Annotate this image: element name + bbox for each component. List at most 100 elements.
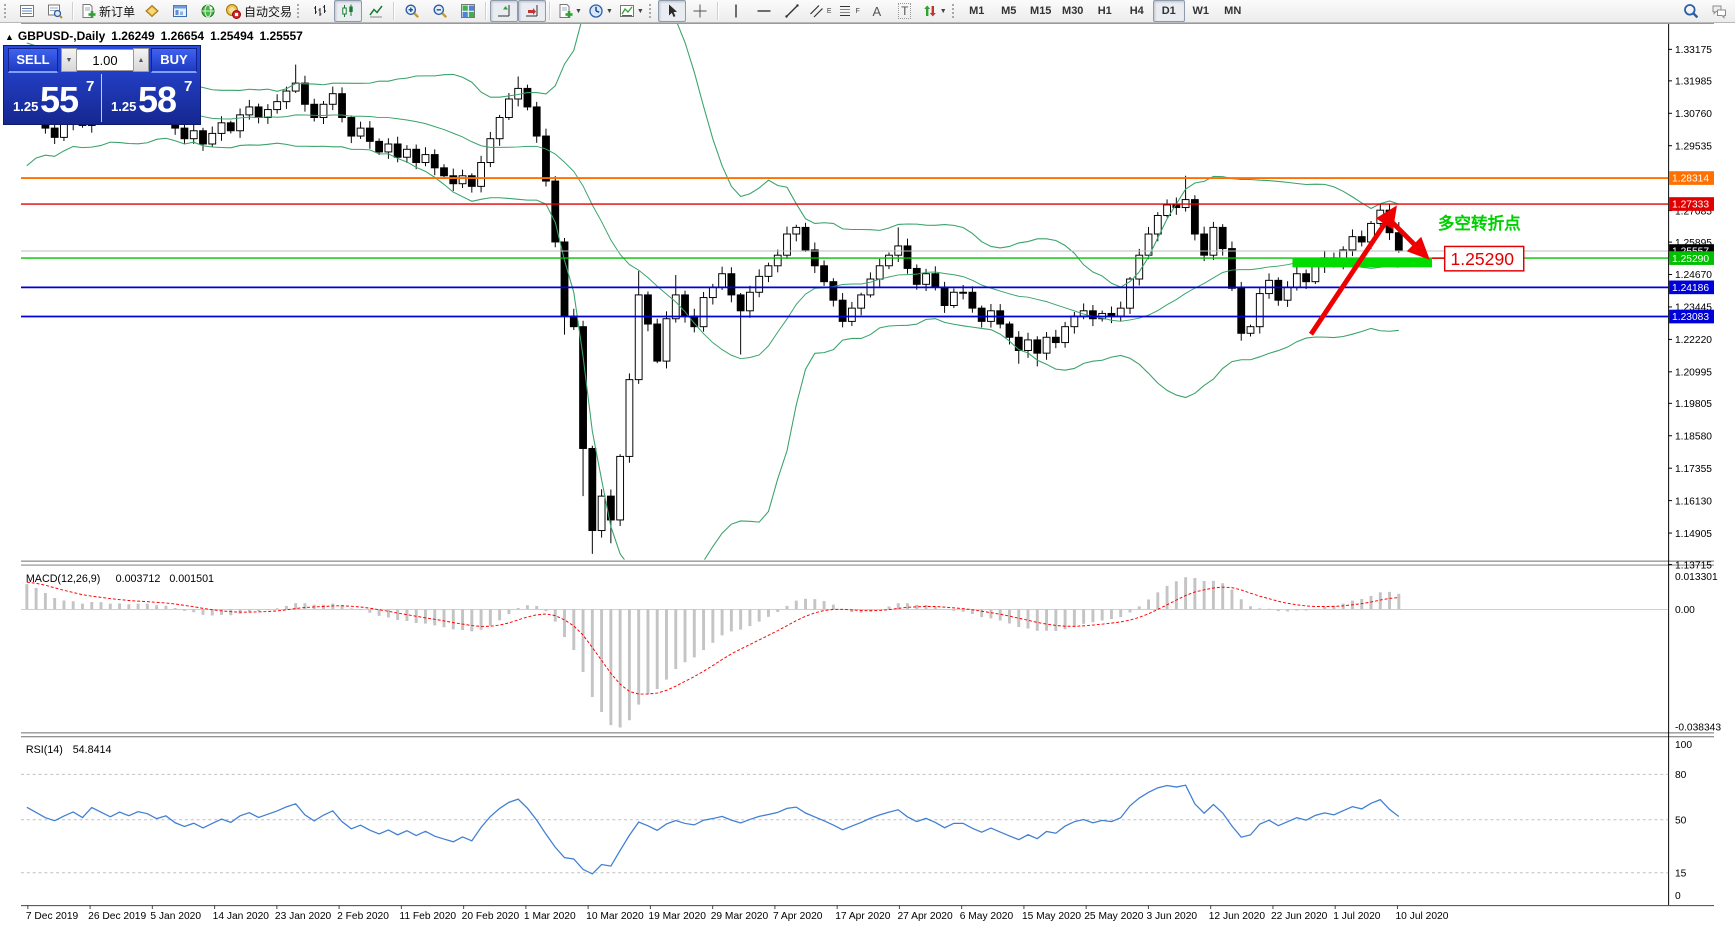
- tf-h4-button[interactable]: H4: [1129, 5, 1144, 17]
- sell-button[interactable]: SELL: [8, 47, 58, 73]
- trendline-button[interactable]: [778, 0, 806, 22]
- candle-body: [384, 143, 393, 153]
- y-tick-label: 1.14905: [1675, 529, 1712, 540]
- vertical-line-button[interactable]: [722, 0, 750, 22]
- crosshair-button[interactable]: [686, 0, 714, 22]
- indicators-button[interactable]: ▼: [554, 0, 585, 22]
- candle-body: [671, 294, 680, 320]
- rsi-line: [26, 784, 1400, 875]
- label-button[interactable]: T: [891, 0, 919, 22]
- arrows-button[interactable]: ▼: [919, 0, 950, 22]
- volume-input[interactable]: [77, 49, 133, 71]
- cursor-button[interactable]: [657, 0, 686, 22]
- volume-up-button[interactable]: ▲: [133, 48, 149, 72]
- candle-body: [922, 273, 930, 285]
- trend-arrow-2[interactable]: [1387, 217, 1430, 260]
- candle-body: [616, 455, 625, 521]
- tf-m30-button[interactable]: M30: [1062, 5, 1084, 17]
- buy-price-area[interactable]: 1.25 58 7: [101, 74, 199, 122]
- candle-body: [959, 291, 968, 294]
- symbol-collapse-icon[interactable]: ▲: [5, 32, 14, 42]
- candle-body: [773, 254, 782, 267]
- buy-button[interactable]: BUY: [151, 47, 197, 73]
- candle-body: [1144, 233, 1153, 256]
- candle-body: [226, 122, 235, 132]
- bollinger-lower-band[interactable]: [26, 137, 1399, 585]
- bollinger-middle-band[interactable]: [26, 96, 1399, 360]
- chart-list-button[interactable]: [13, 0, 41, 22]
- horizontal-line-button[interactable]: [750, 0, 778, 22]
- tf-m5-button[interactable]: M5: [1001, 5, 1017, 17]
- y-tick-label: 1.24670: [1675, 270, 1712, 281]
- tf-h1-button[interactable]: H1: [1097, 5, 1112, 17]
- toolbar-grip[interactable]: [297, 4, 302, 18]
- tf-d1-button[interactable]: D1: [1152, 0, 1185, 22]
- navigator-button[interactable]: [166, 0, 194, 22]
- x-tick-label: 17 Apr 2020: [835, 911, 891, 922]
- rsi-axis-label: 15: [1675, 868, 1687, 879]
- price-label-text: 1.23083: [1672, 312, 1709, 323]
- ohlc-high: 1.26654: [160, 29, 205, 43]
- market-watch-button[interactable]: [138, 0, 166, 22]
- x-tick-label: 20 Feb 2020: [462, 911, 520, 922]
- y-tick-label: 1.33175: [1675, 45, 1712, 56]
- volume-down-button[interactable]: ▼: [61, 48, 77, 72]
- fibonacci-button[interactable]: F: [835, 0, 863, 22]
- channel-button[interactable]: E: [806, 0, 835, 22]
- chart-canvas[interactable]: 1.331751.319851.307601.295351.270851.258…: [0, 23, 1735, 950]
- x-tick-label: 25 May 2020: [1084, 911, 1143, 922]
- macd-axis-label: -0.038343: [1675, 722, 1721, 733]
- trend-arrow-1[interactable]: [1308, 205, 1397, 336]
- candle-body: [1311, 265, 1320, 283]
- candle-body: [912, 267, 921, 285]
- tile-windows-button[interactable]: [454, 0, 482, 22]
- line-chart-button[interactable]: [362, 0, 390, 22]
- x-tick-label: 7 Apr 2020: [773, 911, 823, 922]
- candle-body: [1126, 278, 1134, 309]
- tf-m15-button[interactable]: M15: [1030, 5, 1052, 17]
- chart-shift-button[interactable]: [490, 0, 519, 22]
- tf-m1-button[interactable]: M1: [969, 5, 985, 17]
- sell-price-area[interactable]: 1.25 55 7: [4, 74, 101, 122]
- search-button[interactable]: [1677, 0, 1705, 22]
- candle-body: [1394, 232, 1403, 252]
- tf-w1-button[interactable]: W1: [1192, 5, 1209, 17]
- y-tick-label: 1.18580: [1675, 431, 1712, 442]
- toolbar-grip[interactable]: [951, 4, 957, 18]
- chart-shift-icon: [496, 3, 512, 19]
- price-callout-box[interactable]: [1443, 245, 1525, 272]
- candle-body: [467, 175, 476, 187]
- chart-window[interactable]: ▲ GBPUSD-,Daily 1.26249 1.26654 1.25494 1.255…: [0, 23, 1735, 950]
- autotrading-button[interactable]: 自动交易: [222, 0, 295, 22]
- turning-point-annotation[interactable]: 多空转折点: [1438, 213, 1521, 233]
- y-tick-label: 1.19805: [1675, 399, 1712, 410]
- templates-button[interactable]: ▼: [616, 0, 647, 22]
- macd-value-signal: 0.001501: [169, 573, 214, 585]
- toolbar-separator: [72, 2, 74, 20]
- candle-body: [653, 323, 662, 362]
- ohlc-close: 1.25557: [259, 29, 303, 43]
- data-window-button[interactable]: [41, 0, 69, 22]
- candle-chart-button[interactable]: [334, 0, 363, 22]
- toolbar-grip[interactable]: [648, 4, 654, 18]
- candle-body: [542, 135, 550, 182]
- candle-body: [1005, 323, 1014, 338]
- tf-mn-button[interactable]: MN: [1224, 5, 1242, 17]
- line-chart-icon: [368, 3, 384, 19]
- auto-scroll-button[interactable]: [518, 0, 547, 22]
- price-label-text: 1.25290: [1672, 254, 1709, 265]
- candle-body: [504, 98, 513, 119]
- chat-button[interactable]: [1705, 0, 1733, 22]
- toolbar-grip[interactable]: [4, 4, 9, 18]
- bar-chart-button[interactable]: [306, 0, 334, 22]
- candle-body: [746, 291, 754, 312]
- candle-body: [996, 310, 1005, 325]
- zoom-in-button[interactable]: [398, 0, 426, 22]
- periods-button[interactable]: ▼: [585, 0, 616, 22]
- community-button[interactable]: [194, 0, 222, 22]
- new-order-button[interactable]: 新订单: [77, 0, 138, 22]
- support-zone-rectangle[interactable]: [1292, 257, 1432, 268]
- bollinger-upper-band[interactable]: [26, 23, 1399, 288]
- zoom-out-button[interactable]: [426, 0, 454, 22]
- text-button[interactable]: A: [863, 0, 891, 22]
